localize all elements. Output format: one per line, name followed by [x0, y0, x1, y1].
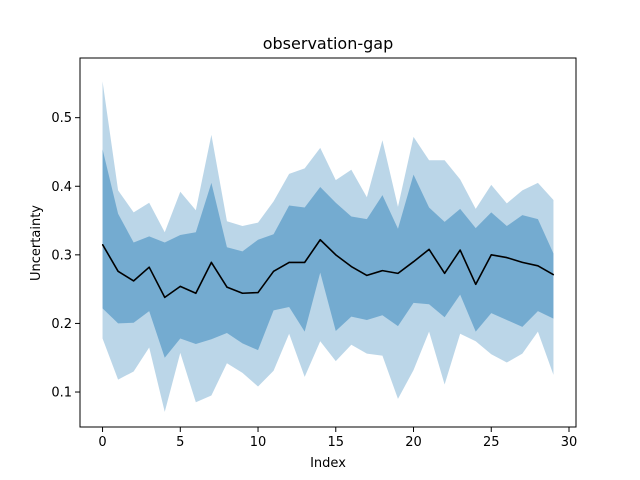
y-tick-label: 0.5: [51, 111, 72, 126]
mean-point: [412, 261, 415, 263]
mean-point: [537, 265, 539, 267]
inner-uncertainty-band: [102, 149, 554, 358]
x-tick-label: 5: [176, 435, 184, 450]
mean-point: [117, 270, 119, 272]
y-axis-label: Uncertainty: [29, 205, 44, 281]
x-tick-label: 25: [483, 435, 500, 450]
x-tick-label: 30: [561, 435, 578, 450]
mean-line-group: [101, 238, 555, 299]
mean-point: [133, 280, 135, 282]
mean-point: [506, 256, 508, 259]
mean-point: [195, 292, 197, 294]
mean-point: [335, 254, 337, 256]
y-tick-label: 0.2: [51, 317, 72, 332]
mean-point: [381, 270, 384, 272]
x-tick-label: 15: [328, 435, 345, 450]
mean-point: [459, 249, 461, 251]
mean-point: [366, 274, 368, 277]
mean-point: [288, 261, 290, 263]
mean-point: [552, 274, 555, 276]
mean-line: [101, 238, 554, 299]
mean-point: [350, 265, 352, 268]
x-axis-ticks: 0 5 10 15 20 25 30: [98, 427, 577, 450]
mean-point: [272, 270, 275, 272]
y-tick-label: 0.3: [51, 248, 72, 263]
y-axis-ticks: 0.1 0.2 0.3 0.4 0.5: [51, 111, 80, 401]
mean-point: [241, 292, 244, 294]
mean-point: [148, 266, 150, 268]
mean-point: [226, 286, 228, 288]
mean-point: [521, 261, 523, 263]
y-tick-label: 0.1: [51, 386, 72, 401]
mean-point: [257, 291, 259, 294]
mean-point: [490, 254, 492, 256]
mean-point: [101, 243, 104, 246]
y-tick-label: 0.4: [51, 180, 72, 195]
mean-point: [304, 261, 306, 263]
mean-point: [210, 261, 212, 263]
x-tick-label: 0: [98, 435, 106, 450]
inner-band-area: [102, 149, 554, 358]
mean-point: [444, 272, 446, 274]
mean-point: [397, 272, 399, 274]
chart-title: observation-gap: [263, 34, 394, 53]
x-tick-label: 10: [250, 435, 267, 450]
mean-point: [179, 285, 181, 287]
mean-point: [428, 248, 430, 250]
x-tick-label: 20: [405, 435, 422, 450]
plot-frame: [79, 57, 577, 428]
mean-point: [164, 296, 166, 298]
x-axis-label: Index: [310, 456, 346, 471]
mean-point: [475, 283, 477, 285]
mean-point: [319, 239, 321, 241]
